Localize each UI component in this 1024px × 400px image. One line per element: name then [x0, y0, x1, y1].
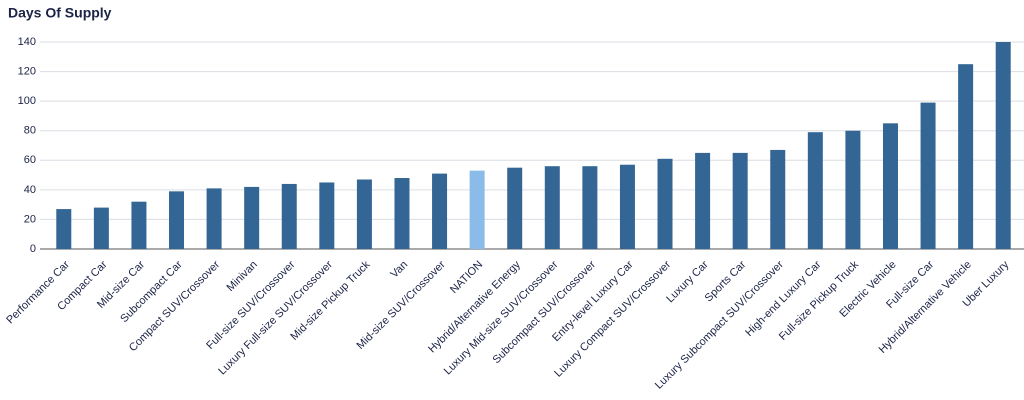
y-tick-label: 60	[24, 154, 36, 166]
y-tick-label: 120	[18, 65, 36, 77]
bar	[732, 152, 748, 249]
y-tick-label: 0	[30, 243, 36, 255]
x-tick-label: Performance Car	[4, 258, 72, 326]
x-tick-label: NATION	[448, 259, 485, 296]
bar	[319, 182, 335, 249]
bar	[432, 173, 448, 249]
bar	[206, 188, 222, 249]
y-tick-label: 100	[18, 95, 36, 107]
bar	[845, 130, 861, 249]
bar	[995, 42, 1011, 249]
bar	[582, 166, 598, 249]
bar	[356, 179, 372, 249]
bar	[807, 132, 823, 249]
bar	[695, 152, 711, 249]
bar	[958, 64, 974, 249]
bar	[544, 166, 560, 249]
chart-title: Days Of Supply	[8, 5, 112, 21]
bar	[169, 191, 185, 249]
bar	[619, 164, 635, 249]
y-tick-label: 20	[24, 213, 36, 225]
y-tick-label: 80	[24, 125, 36, 137]
bar	[920, 102, 936, 249]
bar	[657, 158, 673, 249]
bar	[281, 183, 297, 249]
bar	[244, 186, 260, 249]
y-tick-label: 140	[18, 36, 36, 48]
bar	[882, 123, 898, 249]
bar	[56, 209, 72, 249]
bar	[507, 167, 523, 249]
bar	[93, 207, 109, 249]
x-tick-label: Van	[388, 259, 410, 281]
y-tick-label: 40	[24, 184, 36, 196]
x-tick-label: Minivan	[225, 259, 260, 294]
bar	[469, 170, 485, 249]
bar	[131, 201, 147, 249]
bar	[394, 178, 410, 249]
bar	[770, 149, 786, 249]
